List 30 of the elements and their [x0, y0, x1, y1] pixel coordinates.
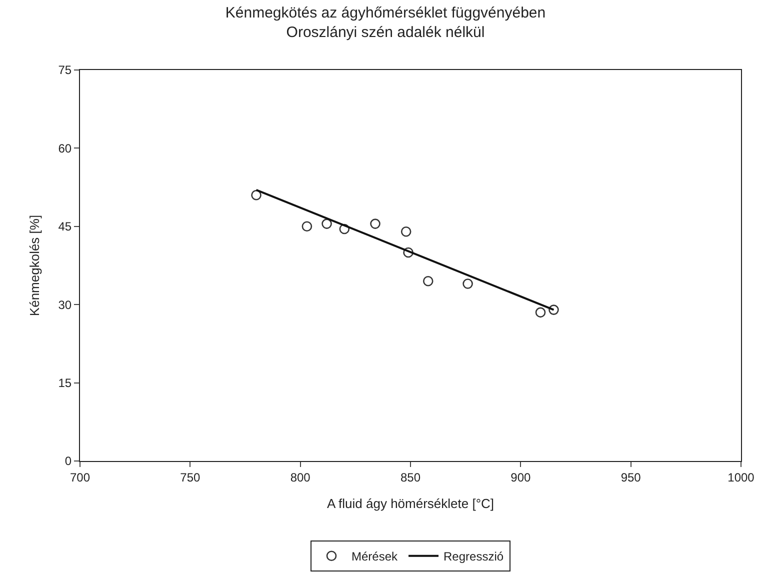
x-tick-label: 900	[510, 470, 531, 484]
y-tick-label: 75	[58, 63, 72, 78]
x-axis-title: A fluid ágy hömérséklete [°C]	[326, 496, 494, 511]
point	[339, 224, 350, 234]
chart-subtitle: Oroszlányi szén adalék nélkül	[286, 24, 485, 41]
x-tick-label: 700	[70, 470, 90, 484]
point	[322, 218, 332, 229]
chart-title: Kénmegkötés az ágyhőmérséklet függvényében	[225, 4, 546, 22]
y-tick-label: 30	[58, 298, 72, 312]
x-tick-label: 800	[290, 470, 311, 484]
y-tick-label: 0	[64, 454, 72, 468]
point	[370, 218, 380, 229]
point	[400, 226, 412, 237]
legend-label: Mérések	[352, 550, 399, 564]
point	[422, 276, 434, 286]
point	[403, 247, 414, 258]
y-axis-title: Kénmegkolés [%]	[27, 214, 42, 316]
point	[535, 307, 546, 318]
x-tick-label: 850	[400, 470, 421, 484]
point	[548, 304, 559, 315]
x-tick-label: 750	[180, 470, 200, 484]
point	[251, 190, 262, 200]
y-tick-label: 45	[58, 220, 72, 234]
point	[302, 221, 312, 232]
legend-label: Regresszió	[444, 550, 504, 564]
point	[462, 278, 473, 289]
y-tick-label: 15	[58, 376, 72, 390]
x-tick-label: 1000	[728, 470, 755, 484]
y-tick-label: 60	[58, 141, 72, 156]
x-tick-label: 950	[620, 470, 642, 484]
